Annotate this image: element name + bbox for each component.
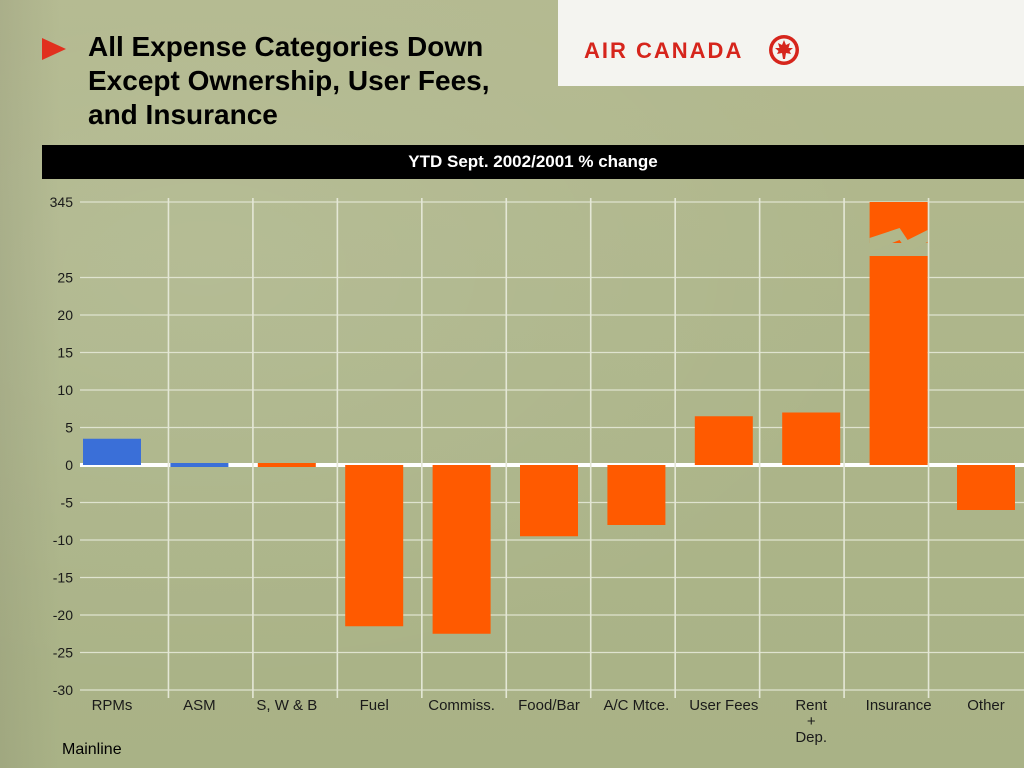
y-tick-label: 5 <box>65 420 73 436</box>
title-line-2: Except Ownership, User Fees, <box>88 65 490 96</box>
x-tick-label-line: Fuel <box>360 697 389 714</box>
x-tick-label-line: Commiss. <box>428 697 495 714</box>
y-tick-label: -15 <box>53 570 73 586</box>
subtitle-band: YTD Sept. 2002/2001 % change <box>42 145 1024 179</box>
air-canada-logo-text: AIR CANADA <box>584 38 744 63</box>
x-tick-label: User Fees <box>689 697 758 714</box>
axis-break-gap <box>869 228 928 252</box>
chart-subtitle: YTD Sept. 2002/2001 % change <box>408 152 658 171</box>
x-tick-label: ASM <box>183 697 216 714</box>
y-tick-label: -5 <box>61 495 74 511</box>
logo-box: AIR CANADA <box>558 0 1024 86</box>
title-line-1: All Expense Categories Down <box>88 31 484 62</box>
x-tick-label-line: Dep. <box>795 729 827 746</box>
x-tick-label: Other <box>967 697 1005 714</box>
bar-chart: 345 25 20 15 10 5 0 -5 -10 -15 -20 -25 -30 RPMs ASM S, … <box>50 194 1024 746</box>
y-tick-label: 15 <box>57 345 73 361</box>
title-line-3: and Insurance <box>88 99 278 130</box>
x-tick-label-line: RPMs <box>92 697 133 714</box>
footer-note: Mainline <box>62 741 122 758</box>
bar-other <box>957 465 1015 510</box>
bar-insurance <box>869 202 928 465</box>
x-tick-label: A/C Mtce. <box>603 697 669 714</box>
x-tick-label: Commiss. <box>428 697 495 714</box>
x-tick-label: S, W & B <box>256 697 317 714</box>
bar-food-bar <box>520 465 578 537</box>
x-tick-label-line: User Fees <box>689 697 758 714</box>
bar-a-c-mtce <box>607 465 666 525</box>
y-tick-label: -20 <box>53 607 73 623</box>
y-tick-label: 345 <box>50 194 74 210</box>
x-tick-label-line: Food/Bar <box>518 697 580 714</box>
x-tick-label: Rent + Dep. <box>795 697 828 746</box>
y-tick-label: -25 <box>53 645 73 661</box>
y-tick-label: 25 <box>57 270 73 286</box>
y-tick-label: 20 <box>57 307 73 323</box>
bar-rent-dep <box>782 412 841 465</box>
bar-user-fees <box>694 416 753 465</box>
x-tick-label-line: A/C Mtce. <box>603 697 669 714</box>
y-tick-label: 0 <box>65 457 73 473</box>
y-tick-label: -10 <box>53 532 73 548</box>
bar-fuel <box>345 465 404 627</box>
x-tick-label-line: Other <box>967 697 1005 714</box>
maple-leaf-icon <box>769 35 799 65</box>
y-tick-label: -30 <box>53 682 73 698</box>
x-tick-label: RPMs <box>92 697 133 714</box>
x-tick-label-line: ASM <box>183 697 216 714</box>
bar-commiss <box>432 465 491 634</box>
x-tick-label-line: Rent <box>795 697 828 714</box>
x-tick-label: Insurance <box>866 697 932 714</box>
y-tick-label: 10 <box>57 382 73 398</box>
bar-rpms <box>83 438 141 465</box>
x-tick-label: Food/Bar <box>518 697 580 714</box>
x-tick-label-line: + <box>807 713 816 730</box>
x-tick-label-line: S, W & B <box>256 697 317 714</box>
bullet-arrow-icon <box>42 38 66 60</box>
x-tick-label-line: Insurance <box>866 697 932 714</box>
bar-s-w-b <box>257 463 316 467</box>
page-title: All Expense Categories Down Except Owner… <box>88 30 558 132</box>
x-tick-label: Fuel <box>360 697 389 714</box>
bar-asm <box>170 463 229 467</box>
bar-insurance-bottom <box>869 256 928 465</box>
